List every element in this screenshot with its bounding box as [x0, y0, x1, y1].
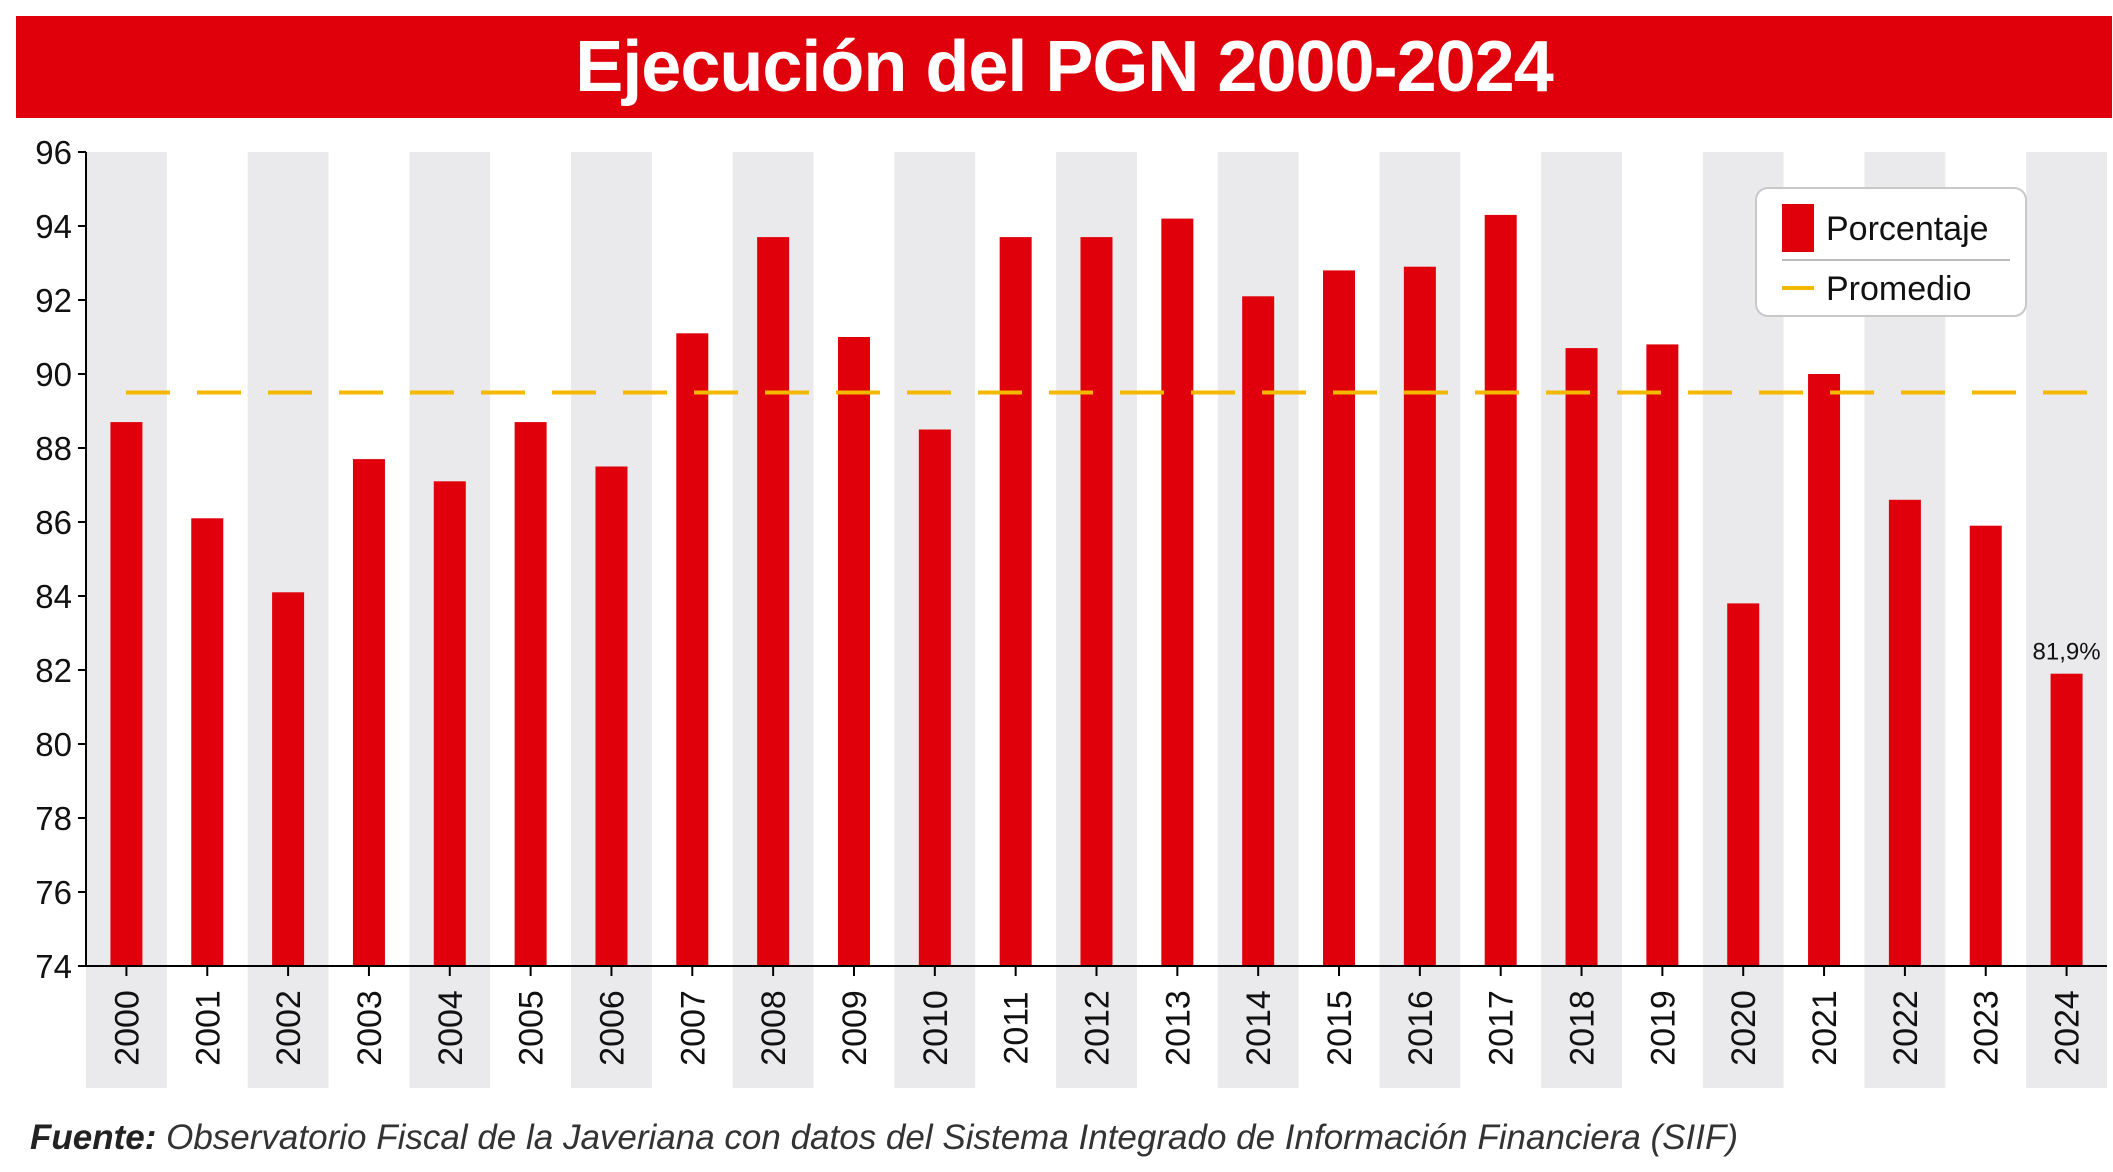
x-tick-label-2011: 2011	[998, 991, 1036, 1064]
y-tick-label-94: 94	[35, 208, 72, 245]
x-tick-label-2024: 2024	[2049, 990, 2087, 1066]
chart-title: Ejecución del PGN 2000-2024	[575, 27, 1553, 107]
y-tick-label-96: 96	[35, 134, 72, 171]
legend-swatch-porcentaje	[1782, 204, 1814, 252]
y-tick-label-80: 80	[35, 726, 72, 763]
y-tick-label-82: 82	[35, 652, 72, 689]
y-tick-label-76: 76	[35, 874, 72, 911]
bar-2018	[1565, 348, 1598, 967]
x-tick-label-2020: 2020	[1725, 990, 1763, 1066]
x-tick-label-2017: 2017	[1483, 990, 1521, 1066]
x-tick-label-2006: 2006	[593, 990, 631, 1066]
x-tick-label-2002: 2002	[270, 990, 308, 1066]
bar-2011	[999, 237, 1032, 967]
x-tick-label-2007: 2007	[674, 990, 712, 1066]
title-bar: Ejecución del PGN 2000-2024	[16, 16, 2112, 118]
bar-2016	[1403, 266, 1436, 966]
x-tick-label-2014: 2014	[1240, 990, 1278, 1066]
bar-2007	[676, 333, 709, 966]
x-tick-label-2022: 2022	[1887, 990, 1925, 1066]
bar-2000	[110, 422, 143, 967]
bar-2009	[837, 337, 870, 966]
y-tick-label-92: 92	[35, 282, 72, 319]
bar-2001	[191, 518, 224, 966]
y-tick-label-88: 88	[35, 430, 72, 467]
legend: Porcentaje Promedio	[1755, 187, 2027, 317]
bar-2003	[352, 459, 385, 966]
x-tick-label-2008: 2008	[755, 990, 793, 1066]
x-tick-label-2016: 2016	[1402, 990, 1440, 1066]
legend-label-porcentaje: Porcentaje	[1826, 210, 1989, 248]
bar-2006	[595, 466, 628, 966]
bar-2008	[757, 237, 790, 967]
x-tick-label-2019: 2019	[1644, 990, 1682, 1066]
x-tick-label-2021: 2021	[1806, 990, 1844, 1066]
bar-2017	[1484, 214, 1517, 966]
source-text: Observatorio Fiscal de la Javeriana con …	[156, 1118, 1738, 1157]
bar-2024	[2050, 673, 2083, 966]
bar-2013	[1161, 218, 1194, 967]
y-tick-label-84: 84	[35, 578, 72, 615]
legend-label-promedio: Promedio	[1826, 270, 1972, 308]
bar-2019	[1646, 344, 1679, 966]
bar-2020	[1727, 603, 1760, 966]
data-label-2024: 81,9%	[2033, 639, 2101, 666]
x-tick-label-2009: 2009	[836, 990, 874, 1066]
bar-2004	[433, 481, 466, 966]
bar-2014	[1242, 296, 1275, 966]
x-tick-label-2000: 2000	[108, 990, 146, 1066]
bar-2022	[1888, 499, 1921, 966]
bar-2005	[514, 422, 547, 967]
x-tick-label-2001: 2001	[189, 990, 227, 1066]
bar-2021	[1808, 374, 1841, 966]
bar-2002	[272, 592, 305, 966]
bar-2023	[1969, 525, 2002, 966]
bar-2010	[918, 429, 951, 966]
source-note: Fuente: Observatorio Fiscal de la Javeri…	[30, 1118, 1738, 1158]
x-tick-label-2015: 2015	[1321, 990, 1359, 1066]
x-tick-label-2013: 2013	[1159, 990, 1197, 1066]
y-tick-label-86: 86	[35, 504, 72, 541]
source-label: Fuente:	[30, 1118, 157, 1157]
bar-2012	[1080, 237, 1113, 967]
y-tick-label-78: 78	[35, 800, 72, 837]
bar-series	[110, 214, 2083, 967]
x-tick-label-2005: 2005	[513, 990, 551, 1066]
bar-2015	[1323, 270, 1356, 966]
x-tick-label-2023: 2023	[1968, 990, 2006, 1066]
x-tick-label-2012: 2012	[1079, 990, 1117, 1066]
data-labels: 81,9%	[2033, 639, 2101, 666]
y-tick-label-74: 74	[35, 948, 72, 985]
x-tick-label-2010: 2010	[917, 990, 955, 1066]
x-tick-label-2004: 2004	[432, 990, 470, 1066]
bar-chart: 74 76 78 80 82 84 86 88 90 92 94 96 2000 2001 2002 2003…	[35, 134, 2107, 1088]
x-tick-label-2018: 2018	[1564, 990, 1602, 1066]
legend-box	[1755, 187, 2027, 317]
y-tick-label-90: 90	[35, 356, 72, 393]
x-tick-label-2003: 2003	[351, 990, 389, 1066]
axes: 74 76 78 80 82 84 86 88 90 92 94 96 2000 2001 2002 2003…	[35, 134, 2107, 1066]
